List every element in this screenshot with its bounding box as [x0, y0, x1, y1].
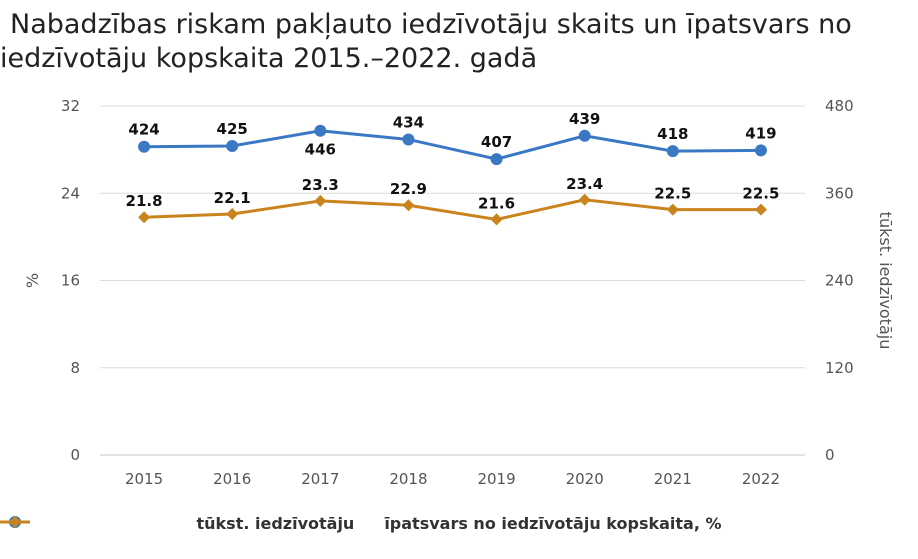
share-data-label: 22.5	[742, 185, 779, 203]
series-layer: 21.8 22.1 23.3 22.9 21.6 23.4 22.5 22.5 424 425 44…	[126, 110, 779, 226]
left-tick-label: 16	[61, 272, 80, 290]
share-point[interactable]	[754, 203, 767, 216]
share-data-label: 22.5	[654, 185, 691, 203]
share-point[interactable]	[666, 203, 679, 216]
right-tick-label: 360	[825, 184, 854, 202]
population-data-label: 419	[745, 124, 776, 142]
share-data-label: 23.3	[302, 176, 339, 194]
share-data-label: 22.1	[214, 189, 251, 207]
left-axis-ticks: 0 8 16 24 32	[61, 97, 80, 464]
chart-title: Nabadzības riskam pakļauto iedzīvotāju s…	[0, 8, 918, 76]
population-point[interactable]	[402, 133, 415, 146]
legend-label-share: īpatsvars no iedzīvotāju kopskaita, %	[384, 514, 722, 533]
x-axis-ticks: 2015 2016 2017 2018 2019 2020 2021 2022	[125, 470, 780, 488]
grid-lines	[100, 105, 805, 456]
population-data-label: 439	[569, 110, 600, 128]
right-tick-label: 240	[825, 272, 854, 290]
x-tick-label: 2019	[477, 470, 515, 488]
population-point[interactable]	[490, 153, 503, 166]
left-tick-label: 32	[61, 97, 80, 115]
share-point[interactable]	[314, 194, 327, 207]
share-data-label: 22.9	[390, 180, 427, 198]
share-point[interactable]	[490, 213, 503, 226]
legend-label-population: tūkst. iedzīvotāju	[196, 514, 355, 533]
legend-diamond-icon	[0, 516, 30, 528]
population-data-label: 418	[657, 125, 688, 143]
population-point[interactable]	[138, 140, 151, 153]
right-axis-label: tūkst. iedzīvotāju	[876, 212, 895, 350]
legend-item-population[interactable]: tūkst. iedzīvotāju	[0, 514, 355, 533]
right-axis-ticks: 0 120 240 360 480	[825, 97, 854, 464]
x-tick-label: 2017	[301, 470, 339, 488]
share-point[interactable]	[226, 207, 239, 220]
x-tick-label: 2022	[742, 470, 780, 488]
right-tick-label: 0	[825, 446, 835, 464]
left-tick-label: 24	[61, 184, 80, 202]
left-axis-label: %	[23, 273, 42, 288]
share-point[interactable]	[578, 193, 591, 206]
population-data-label: 434	[393, 113, 424, 131]
left-tick-label: 8	[70, 359, 80, 377]
x-tick-label: 2016	[213, 470, 251, 488]
chart-title-line-2: iedzīvotāju kopskaita 2015.–2022. gadā	[0, 43, 538, 74]
x-tick-label: 2020	[566, 470, 604, 488]
population-series-line	[144, 129, 761, 161]
legend: tūkst. iedzīvotāju īpatsvars no iedzīvot…	[0, 514, 918, 533]
legend-item-share[interactable]: īpatsvars no iedzīvotāju kopskaita, %	[0, 514, 722, 533]
population-data-label: 446	[305, 141, 336, 159]
left-tick-label: 0	[70, 446, 80, 464]
population-data-label: 424	[128, 121, 159, 139]
population-data-label: 425	[217, 120, 248, 138]
share-point[interactable]	[138, 211, 151, 224]
share-data-label: 23.4	[566, 175, 603, 193]
population-point[interactable]	[314, 124, 327, 137]
right-tick-label: 480	[825, 97, 854, 115]
share-data-label: 21.6	[478, 194, 515, 212]
population-point[interactable]	[226, 139, 239, 152]
chart-title-line-1: Nabadzības riskam pakļauto iedzīvotāju s…	[10, 9, 852, 40]
share-series-line	[144, 198, 761, 221]
x-tick-label: 2021	[654, 470, 692, 488]
share-data-label: 21.8	[126, 192, 163, 210]
population-point[interactable]	[578, 129, 591, 142]
x-tick-label: 2018	[389, 470, 427, 488]
population-point[interactable]	[666, 145, 679, 158]
share-point[interactable]	[402, 199, 415, 212]
population-point[interactable]	[754, 144, 767, 157]
x-tick-label: 2015	[125, 470, 163, 488]
population-data-label: 407	[481, 133, 512, 151]
right-tick-label: 120	[825, 359, 854, 377]
